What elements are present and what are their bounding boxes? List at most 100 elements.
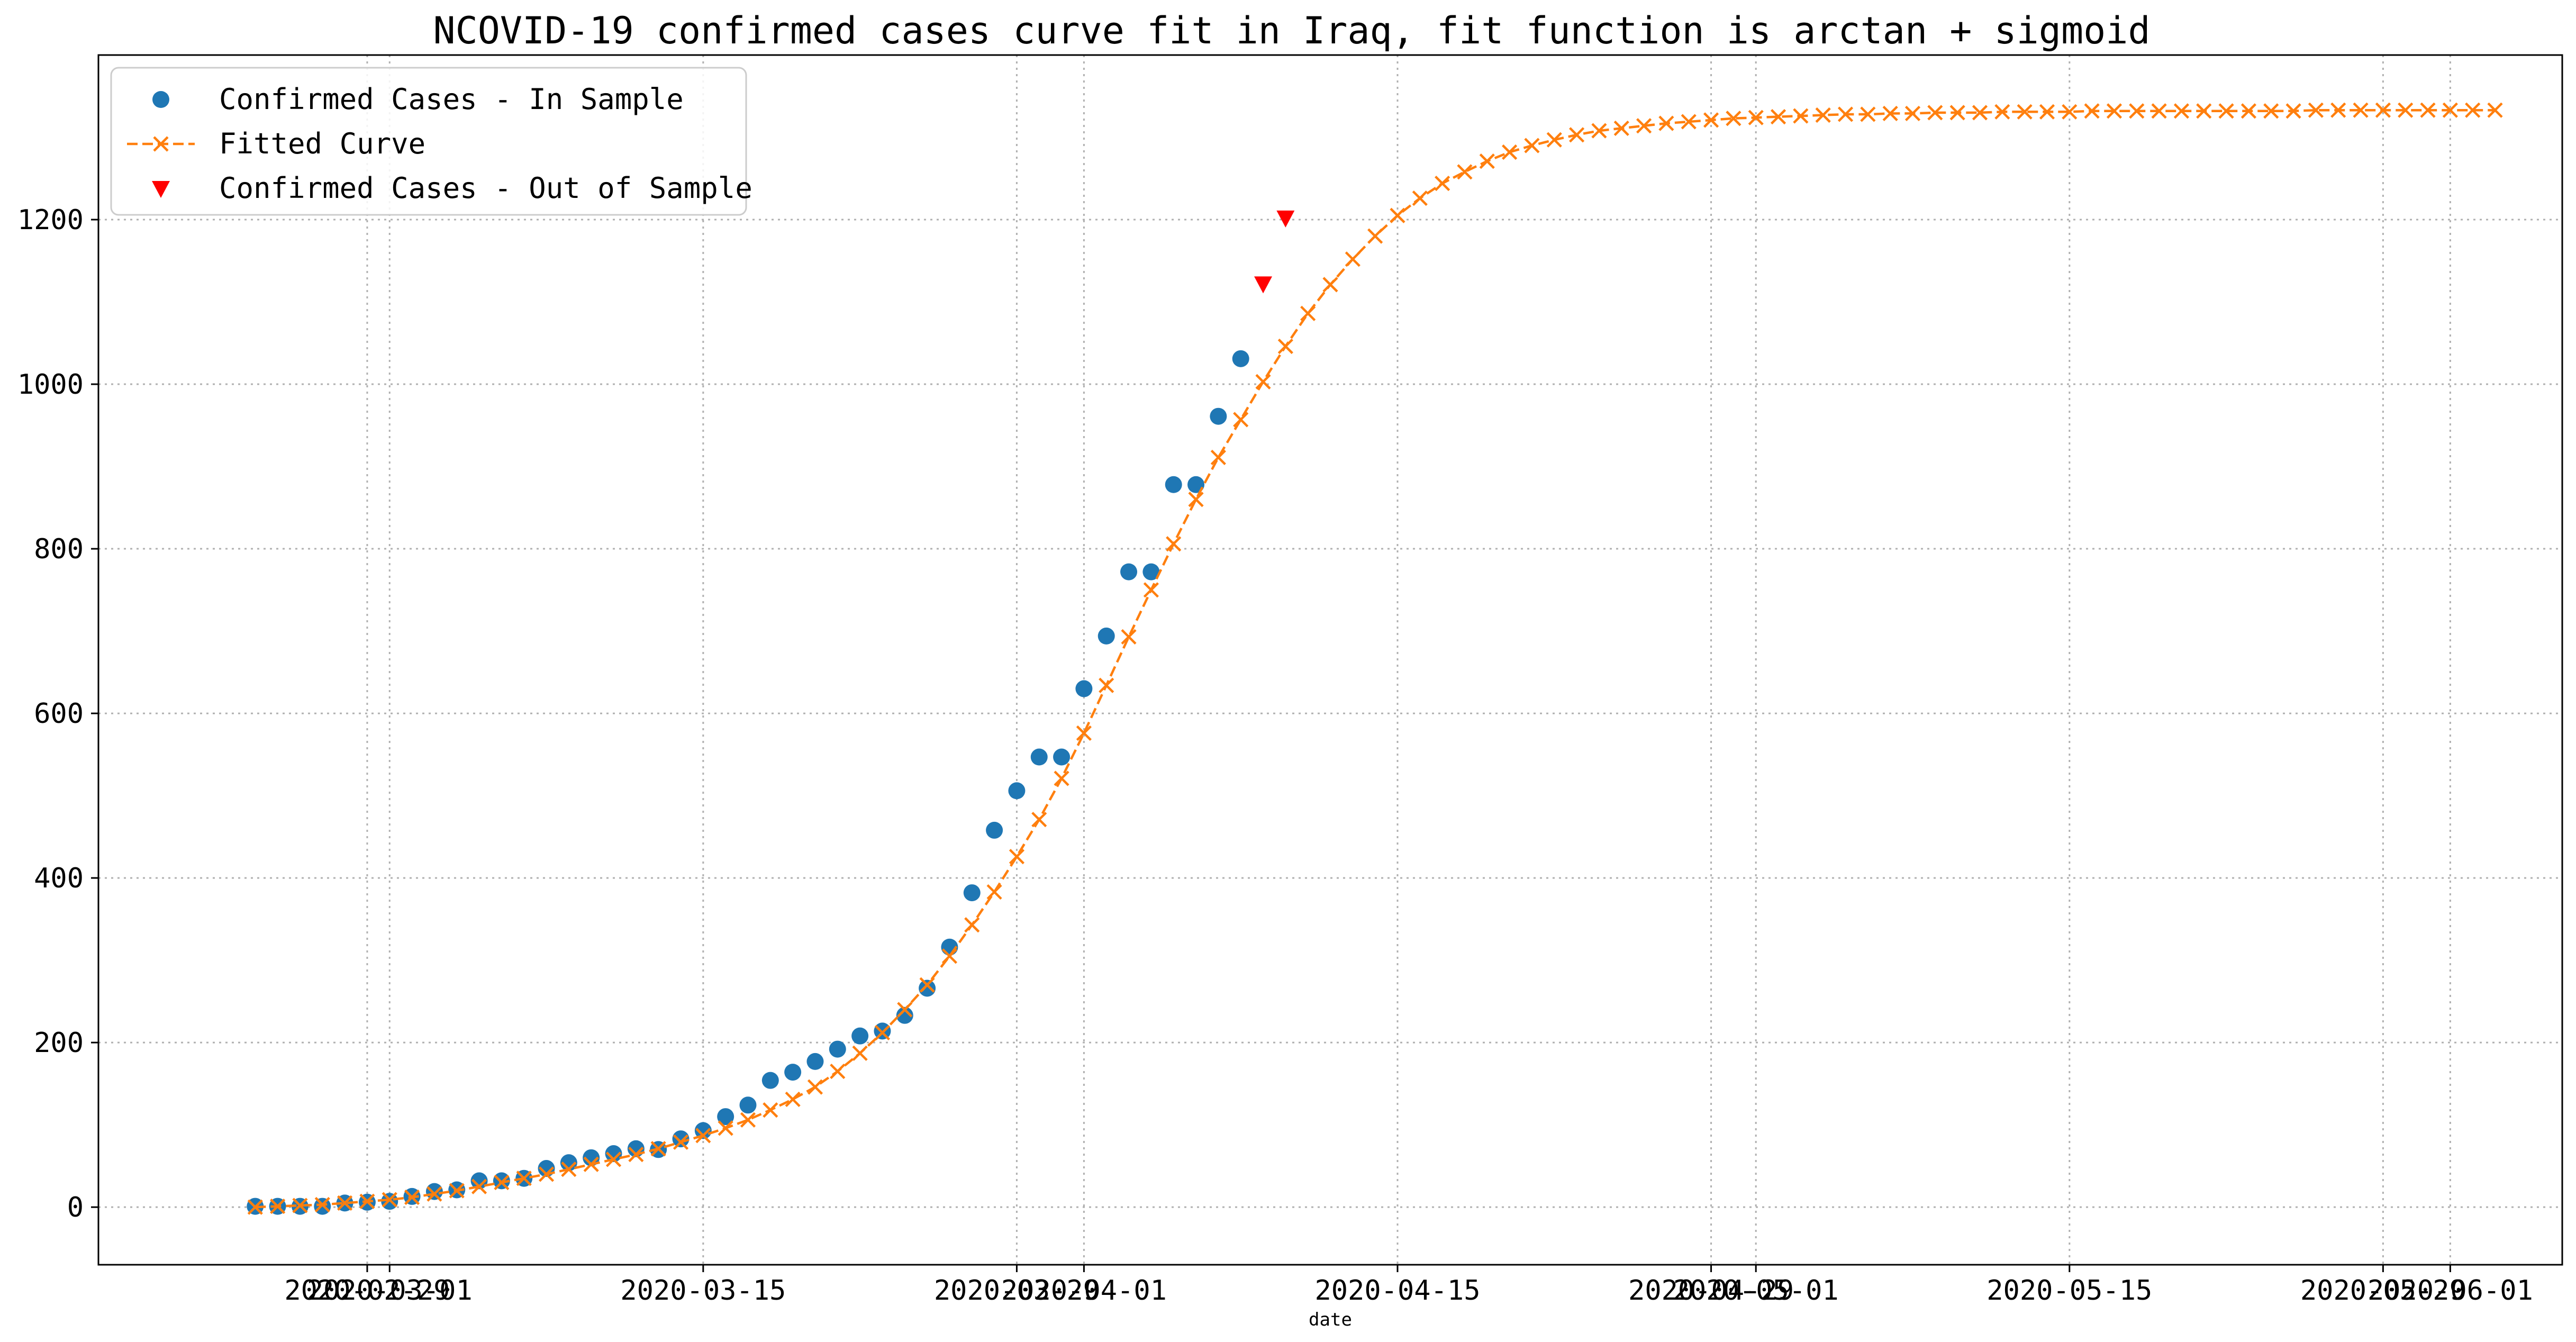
data-point [337,1195,353,1211]
data-point [694,1122,712,1139]
data-point [1300,305,1316,321]
data-point [964,917,980,933]
data-point [2442,102,2458,118]
data-point [1748,110,1764,125]
data-point [1008,782,1026,800]
x-tick-label: 2020-03-15 [620,1275,786,1307]
data-point [270,1198,286,1214]
y-tick-label: 0 [67,1192,84,1223]
data-point [963,884,981,902]
data-point [2173,103,2190,119]
data-point [2487,102,2503,118]
data-point [1837,106,1854,122]
data-point [1591,123,1607,139]
data-point [1927,105,1943,121]
data-point [1658,115,1674,131]
data-point [785,1091,801,1108]
plot-frame [97,54,2563,1266]
data-point [1793,108,1809,124]
legend: Confirmed Cases - In Sample Fitted Curve C… [110,67,752,216]
data-point [2039,104,2055,120]
data-point [1277,338,1293,355]
data-point [1121,629,1137,645]
data-point [470,1172,488,1190]
y-tick-label: 400 [34,863,84,894]
data-point [1142,563,1160,581]
data-point [1097,627,1115,645]
y-tick-label: 1200 [17,204,84,236]
data-point [1703,112,1719,128]
data-point [471,1178,487,1194]
data-point [1076,725,1092,741]
x-tick-label: 2020-04-29 [1628,1275,1794,1307]
data-point [1053,748,1071,766]
series-0 [247,350,1249,1215]
data-point [807,1079,823,1095]
data-point [874,1024,891,1041]
data-point [1457,164,1473,180]
data-point [1255,374,1271,389]
data-point [717,1108,734,1126]
data-point [2285,103,2301,119]
data-point [1546,132,1562,148]
data-point [739,1096,757,1114]
data-point [695,1128,711,1144]
data-point [672,1130,690,1148]
data-point [1254,276,1273,294]
data-point [628,1147,644,1163]
data-point [1412,190,1428,206]
data-point [2353,102,2369,118]
data-point [1681,114,1697,130]
data-point [314,1196,330,1213]
data-point [292,1198,308,1213]
x-tick-label: 2020-04-01 [1001,1275,1167,1307]
data-point [1390,207,1405,223]
x-tick-label: 2020-03-01 [307,1275,473,1307]
x-tick-label: 2020-03-29 [934,1275,1100,1307]
data-point [404,1189,420,1205]
x-tick-label: 2020-05-01 [1673,1275,1839,1307]
x-tick-label: 2020-05-29 [2300,1275,2466,1307]
data-point [1479,153,1495,169]
data-point [2308,102,2324,118]
data-point [784,1064,802,1081]
data-point [919,977,935,993]
data-point [1860,106,1876,122]
data-point [1345,251,1360,267]
data-point [763,1102,778,1118]
data-point [2330,102,2346,118]
data-point [1569,127,1585,143]
data-point [583,1149,600,1166]
data-point [1367,228,1383,244]
data-point [852,1045,868,1061]
data-point [2106,103,2123,119]
data-point [1165,476,1182,493]
data-point [382,1192,397,1208]
grid-layer [98,55,2562,1265]
data-point [2398,102,2414,118]
data-point [896,1007,913,1024]
data-point [1232,350,1249,367]
data-point [919,980,936,997]
legend-marker [153,136,169,152]
legend-label: Confirmed Cases - In Sample [219,83,684,116]
data-point [1143,582,1159,598]
x-tick-label: 2020-06-01 [2368,1275,2533,1307]
data-point [561,1162,577,1177]
data-point [740,1112,756,1128]
data-point [986,821,1003,839]
y-tick-label: 800 [34,533,84,565]
data-point [425,1183,443,1200]
data-point [2062,104,2078,120]
legend-label: Fitted Curve [219,127,425,160]
data-point [1030,748,1048,766]
data-point [761,1072,779,1089]
data-point [1613,120,1629,136]
data-point [2129,103,2145,119]
data-point [2218,103,2234,119]
data-point [1949,105,1965,121]
data-point [1210,449,1226,466]
series-1 [247,102,2503,1215]
